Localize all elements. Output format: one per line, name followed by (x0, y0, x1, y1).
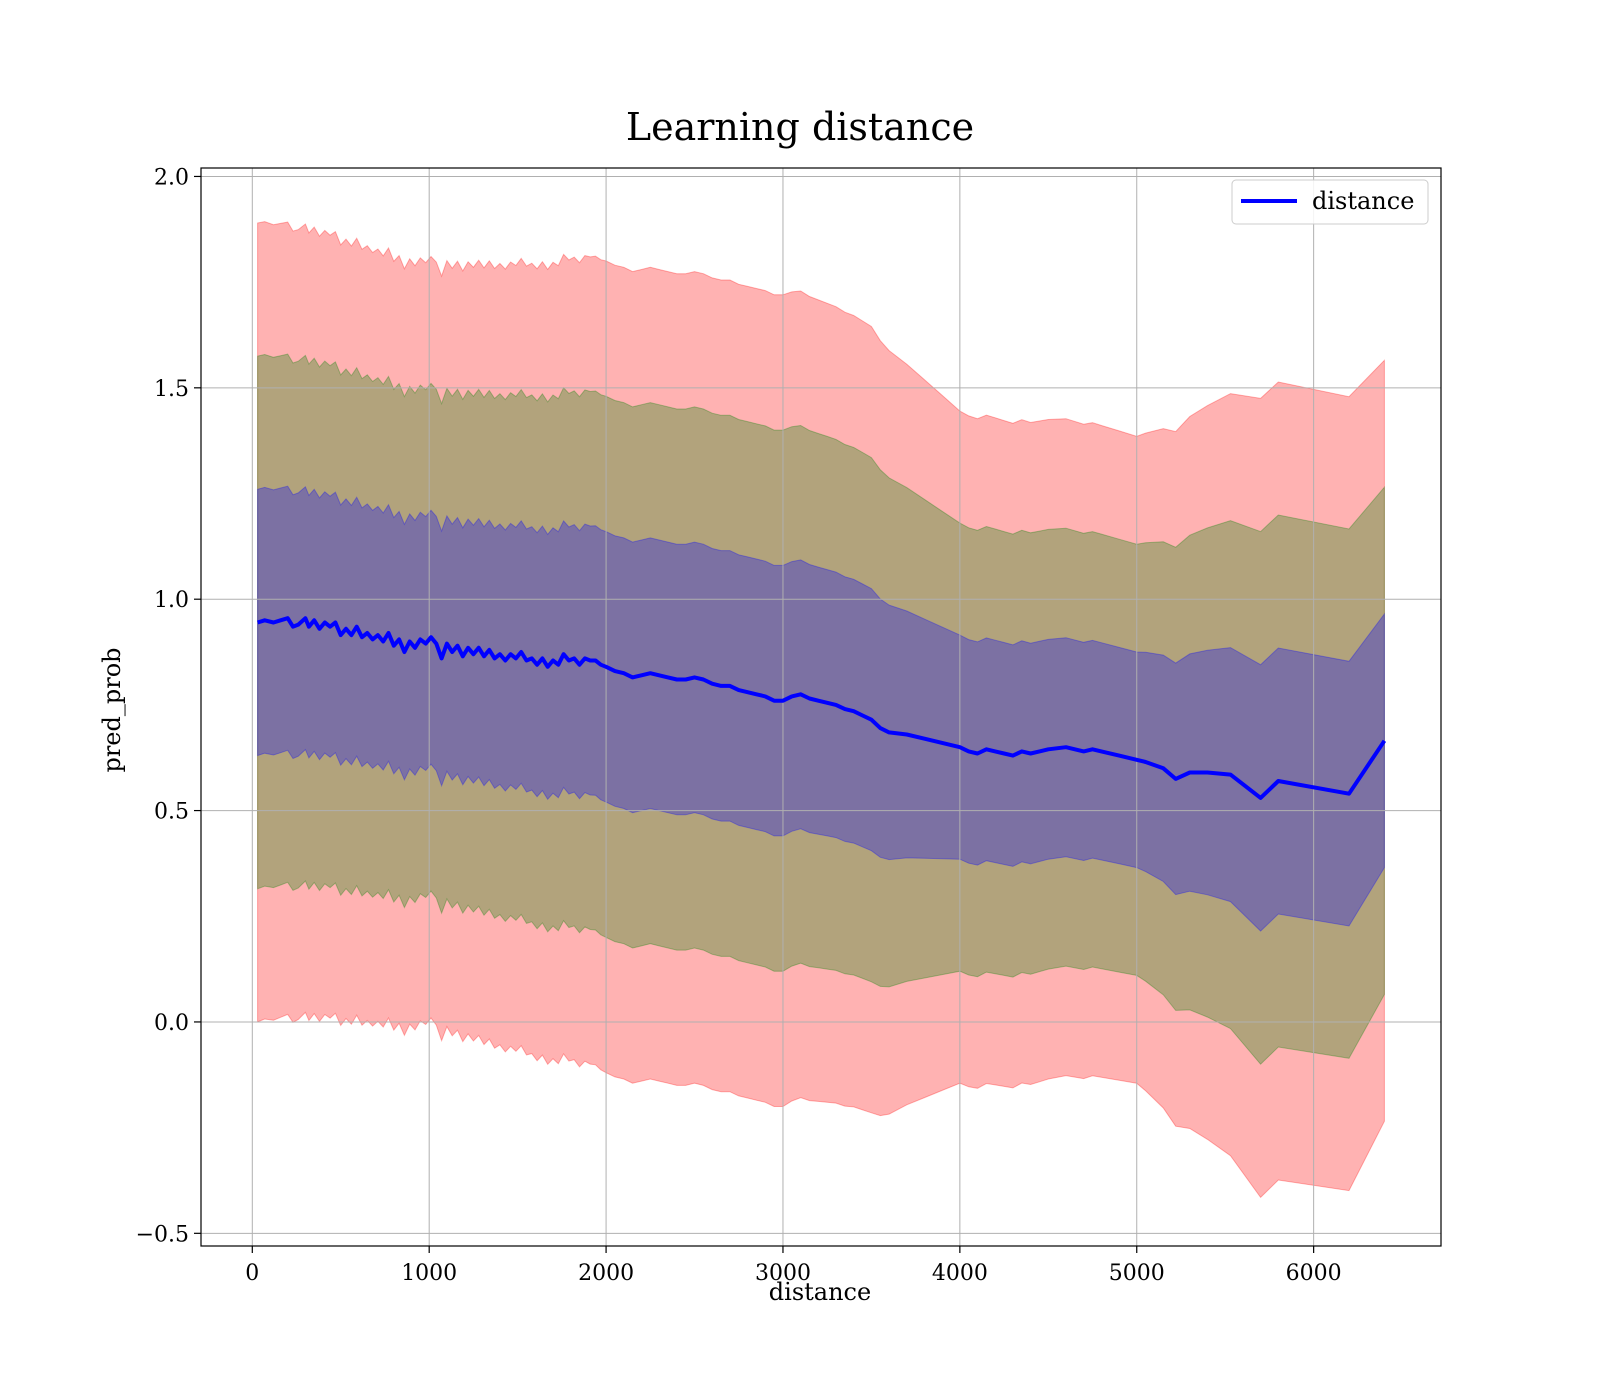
series-line-distance (257, 616, 1387, 800)
y-axis: −0.5 0.0 0.5 1.0 1.5 2.0 (136, 165, 201, 1247)
x-tick-label: 6000 (1286, 1261, 1342, 1286)
confidence-bands (257, 221, 1385, 1199)
x-tick-label: 1000 (401, 1261, 457, 1286)
y-tick-label: 1.0 (154, 588, 189, 613)
chart-title: Learning distance (626, 105, 974, 149)
x-tick-label: 0 (245, 1261, 259, 1286)
grid (201, 168, 1441, 1246)
y-tick-label: 2.0 (154, 165, 189, 190)
series-lines (257, 616, 1387, 800)
legend-label: distance (1312, 187, 1414, 215)
y-tick-label: 0.0 (154, 1011, 189, 1036)
x-axis: 0 1000 2000 3000 4000 5000 6000 (245, 1246, 1342, 1286)
y-tick-label: 0.5 (154, 800, 189, 825)
x-axis-label: distance (769, 1278, 871, 1306)
plot-area (201, 168, 1441, 1246)
y-axis-label: pred_prob (98, 647, 126, 772)
band-3sigma (257, 221, 1385, 1199)
band-1sigma (257, 485, 1385, 932)
legend-box (1231, 179, 1429, 225)
x-tick-label: 3000 (755, 1261, 811, 1286)
x-tick-label: 5000 (1109, 1261, 1165, 1286)
legend: distance (1231, 179, 1429, 225)
y-tick-label: 1.5 (154, 377, 189, 402)
axes-frame (200, 167, 1442, 1247)
x-tick-label: 4000 (932, 1261, 988, 1286)
y-tick-label: −0.5 (136, 1222, 189, 1247)
x-tick-label: 2000 (578, 1261, 634, 1286)
band-2sigma (257, 353, 1385, 1065)
